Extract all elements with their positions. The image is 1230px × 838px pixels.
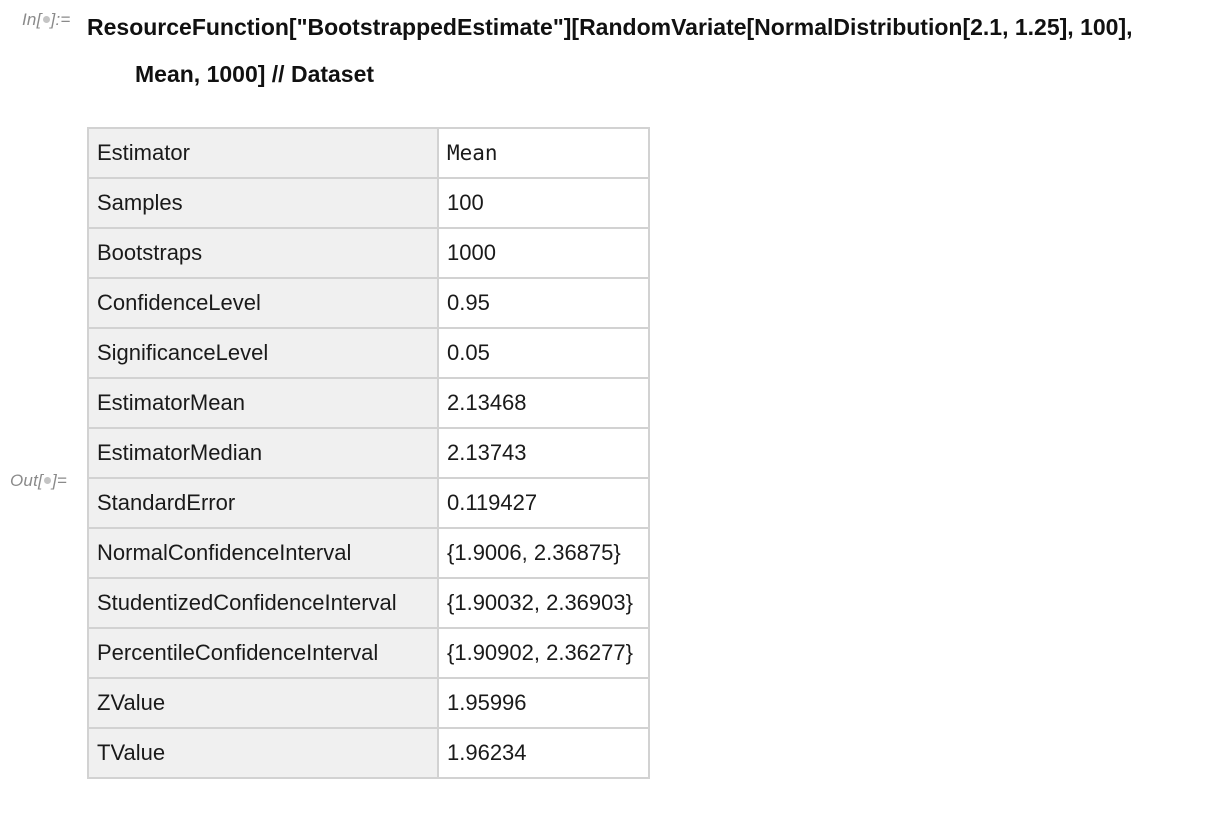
table-row: ConfidenceLevel 0.95	[87, 277, 650, 329]
input-code-line-2[interactable]: Mean, 1000] // Dataset	[135, 61, 375, 87]
row-value: 1.96234	[437, 727, 650, 779]
table-row: StudentizedConfidenceInterval {1.90032, …	[87, 577, 650, 629]
output-label-suffix: ]=	[51, 471, 67, 490]
input-cell-code[interactable]: ResourceFunction["BootstrappedEstimate"]…	[87, 4, 1227, 98]
table-row: Bootstraps 1000	[87, 227, 650, 279]
row-key: StudentizedConfidenceInterval	[87, 577, 439, 629]
row-value: {1.9006, 2.36875}	[437, 527, 650, 579]
table-row: ZValue 1.95996	[87, 677, 650, 729]
row-key: StandardError	[87, 477, 439, 529]
table-row: Samples 100	[87, 177, 650, 229]
row-value: {1.90902, 2.36277}	[437, 627, 650, 679]
input-cell-label: In[ ]:=	[22, 10, 71, 30]
table-row: Estimator Mean	[87, 127, 650, 179]
table-row: TValue 1.96234	[87, 727, 650, 779]
row-value: 1000	[437, 227, 650, 279]
input-code-line-1[interactable]: ResourceFunction["BootstrappedEstimate"]…	[87, 14, 1133, 40]
row-value: 100	[437, 177, 650, 229]
row-value: {1.90032, 2.36903}	[437, 577, 650, 629]
cell-number-placeholder-icon	[42, 16, 50, 23]
row-key: NormalConfidenceInterval	[87, 527, 439, 579]
row-value: 0.95	[437, 277, 650, 329]
table-row: NormalConfidenceInterval {1.9006, 2.3687…	[87, 527, 650, 579]
row-value: Mean	[437, 127, 650, 179]
table-row: SignificanceLevel 0.05	[87, 327, 650, 379]
input-label-prefix: In[	[22, 10, 42, 29]
cell-number-placeholder-icon	[43, 477, 51, 484]
table-row: StandardError 0.119427	[87, 477, 650, 529]
row-value: 1.95996	[437, 677, 650, 729]
row-key: PercentileConfidenceInterval	[87, 627, 439, 679]
row-key: ConfidenceLevel	[87, 277, 439, 329]
row-key: SignificanceLevel	[87, 327, 439, 379]
row-value: 0.119427	[437, 477, 650, 529]
row-key: Bootstraps	[87, 227, 439, 279]
output-cell-label: Out[ ]=	[10, 471, 67, 491]
dataset-output-table: Estimator Mean Samples 100 Bootstraps 10…	[87, 127, 650, 779]
row-key: EstimatorMean	[87, 377, 439, 429]
table-row: PercentileConfidenceInterval {1.90902, 2…	[87, 627, 650, 679]
table-row: EstimatorMedian 2.13743	[87, 427, 650, 479]
input-label-suffix: ]:=	[50, 10, 71, 29]
row-key: Estimator	[87, 127, 439, 179]
output-label-prefix: Out[	[10, 471, 43, 490]
row-value: 2.13743	[437, 427, 650, 479]
row-value: 2.13468	[437, 377, 650, 429]
row-value: 0.05	[437, 327, 650, 379]
row-key: Samples	[87, 177, 439, 229]
table-row: EstimatorMean 2.13468	[87, 377, 650, 429]
row-key: EstimatorMedian	[87, 427, 439, 479]
row-key: TValue	[87, 727, 439, 779]
row-key: ZValue	[87, 677, 439, 729]
